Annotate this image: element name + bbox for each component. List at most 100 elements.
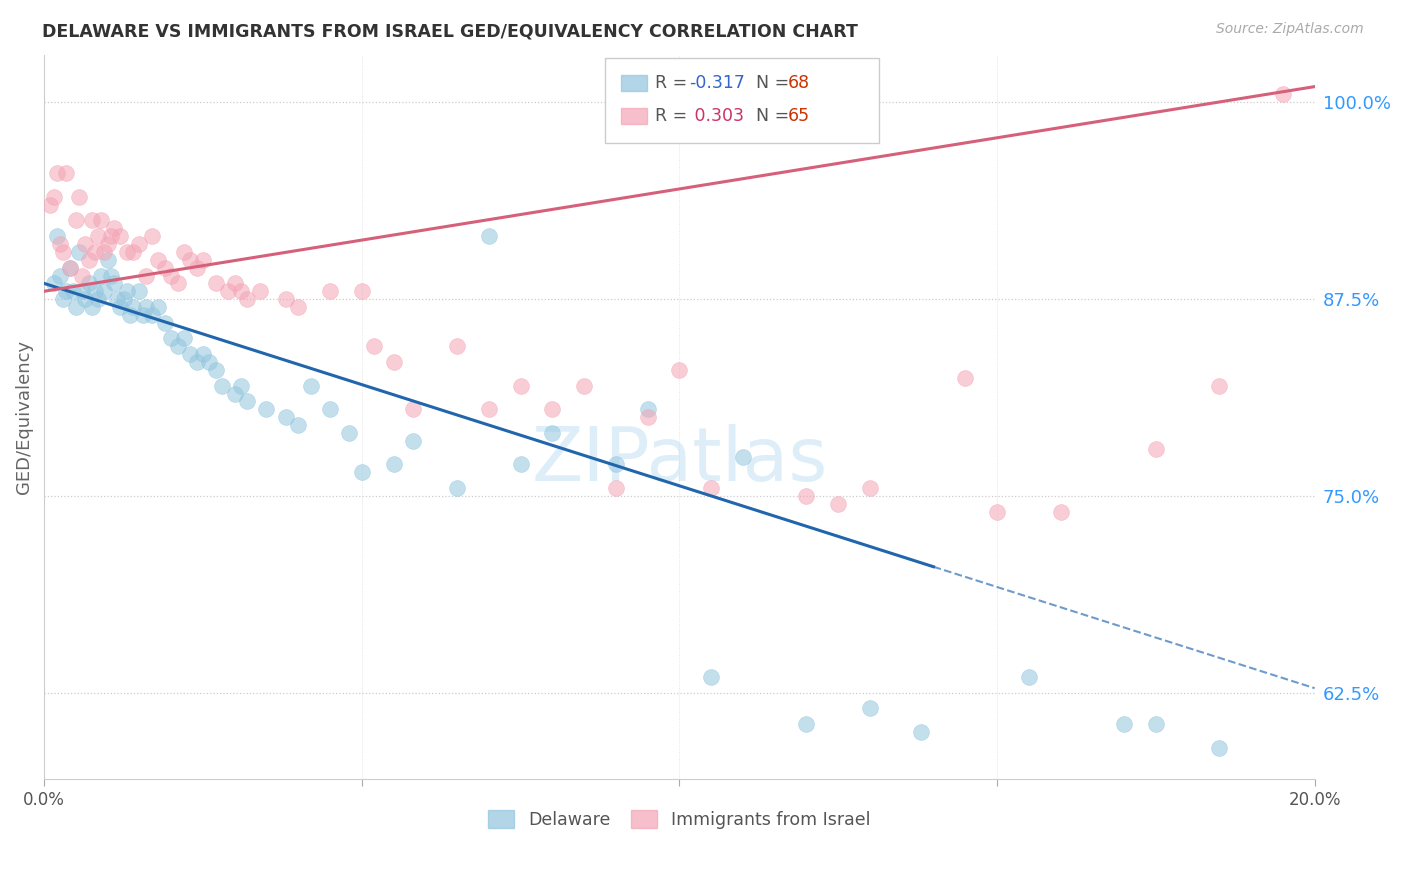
Point: [65, 300, 87, 314]
Point: [45, 229, 67, 244]
Point: [58, 260, 80, 275]
Point: [42, 277, 65, 291]
Point: [148, 252, 170, 267]
Point: [1208, 740, 1230, 755]
Point: [274, 410, 297, 425]
Point: [97, 252, 120, 267]
Point: [796, 489, 818, 503]
Point: [80, 213, 103, 227]
Point: [160, 268, 183, 283]
Point: [382, 458, 405, 472]
Point: [49, 237, 72, 252]
Point: [478, 402, 501, 417]
Text: R =: R =: [655, 74, 693, 92]
Point: [256, 402, 278, 417]
Point: [637, 410, 659, 425]
Point: [67, 244, 90, 259]
Point: [84, 244, 107, 259]
Point: [153, 260, 176, 275]
Point: [186, 355, 208, 369]
Point: [115, 244, 138, 259]
Point: [224, 277, 246, 291]
Point: [49, 268, 72, 283]
Point: [211, 378, 233, 392]
Point: [337, 425, 360, 440]
Point: [93, 285, 115, 299]
Point: [148, 300, 170, 314]
Point: [77, 252, 100, 267]
Point: [382, 355, 405, 369]
Point: [478, 229, 501, 244]
Point: [97, 237, 120, 252]
Point: [55, 166, 77, 180]
Point: [319, 285, 342, 299]
Point: [204, 363, 226, 377]
Point: [827, 497, 849, 511]
Point: [153, 316, 176, 330]
Point: [509, 378, 531, 392]
Point: [52, 244, 75, 259]
Point: [77, 277, 100, 291]
Point: [605, 458, 627, 472]
Point: [1208, 378, 1230, 392]
Point: [90, 213, 112, 227]
Point: [115, 285, 138, 299]
Point: [859, 481, 882, 495]
Point: [572, 378, 595, 392]
Point: [70, 268, 93, 283]
Point: [39, 197, 62, 211]
Y-axis label: GED/Equivalency: GED/Equivalency: [15, 340, 32, 494]
Point: [122, 300, 145, 314]
Point: [796, 717, 818, 731]
Point: [350, 285, 373, 299]
Point: [110, 229, 132, 244]
Point: [204, 277, 226, 291]
Point: [287, 300, 309, 314]
Point: [1271, 87, 1294, 102]
Point: [859, 701, 882, 715]
Point: [75, 237, 97, 252]
Point: [173, 244, 195, 259]
Point: [128, 285, 150, 299]
Point: [541, 425, 564, 440]
Point: [128, 237, 150, 252]
Point: [731, 450, 754, 464]
Point: [87, 229, 110, 244]
Point: [224, 386, 246, 401]
Point: [287, 418, 309, 433]
Point: [87, 292, 110, 306]
Point: [100, 229, 122, 244]
Point: [249, 285, 271, 299]
Point: [84, 285, 107, 299]
Text: 0.303: 0.303: [689, 107, 744, 125]
Point: [160, 331, 183, 345]
Point: [62, 285, 84, 299]
Point: [363, 339, 385, 353]
Point: [401, 434, 423, 448]
Point: [236, 292, 259, 306]
Point: [1144, 442, 1167, 456]
Point: [80, 300, 103, 314]
Point: [236, 394, 259, 409]
Point: [668, 363, 690, 377]
Point: [105, 292, 128, 306]
Point: [112, 292, 135, 306]
Point: [179, 347, 201, 361]
Legend: Delaware, Immigrants from Israel: Delaware, Immigrants from Israel: [481, 803, 877, 836]
Point: [229, 378, 252, 392]
Point: [166, 339, 188, 353]
Text: -0.317: -0.317: [689, 74, 745, 92]
Point: [1144, 717, 1167, 731]
Point: [986, 505, 1008, 519]
Text: DELAWARE VS IMMIGRANTS FROM ISRAEL GED/EQUIVALENCY CORRELATION CHART: DELAWARE VS IMMIGRANTS FROM ISRAEL GED/E…: [42, 22, 858, 40]
Point: [179, 252, 201, 267]
Point: [446, 339, 468, 353]
Point: [70, 285, 93, 299]
Point: [637, 402, 659, 417]
Point: [122, 244, 145, 259]
Text: N =: N =: [756, 107, 796, 125]
Point: [118, 308, 141, 322]
Point: [509, 458, 531, 472]
Point: [75, 292, 97, 306]
Point: [700, 481, 723, 495]
